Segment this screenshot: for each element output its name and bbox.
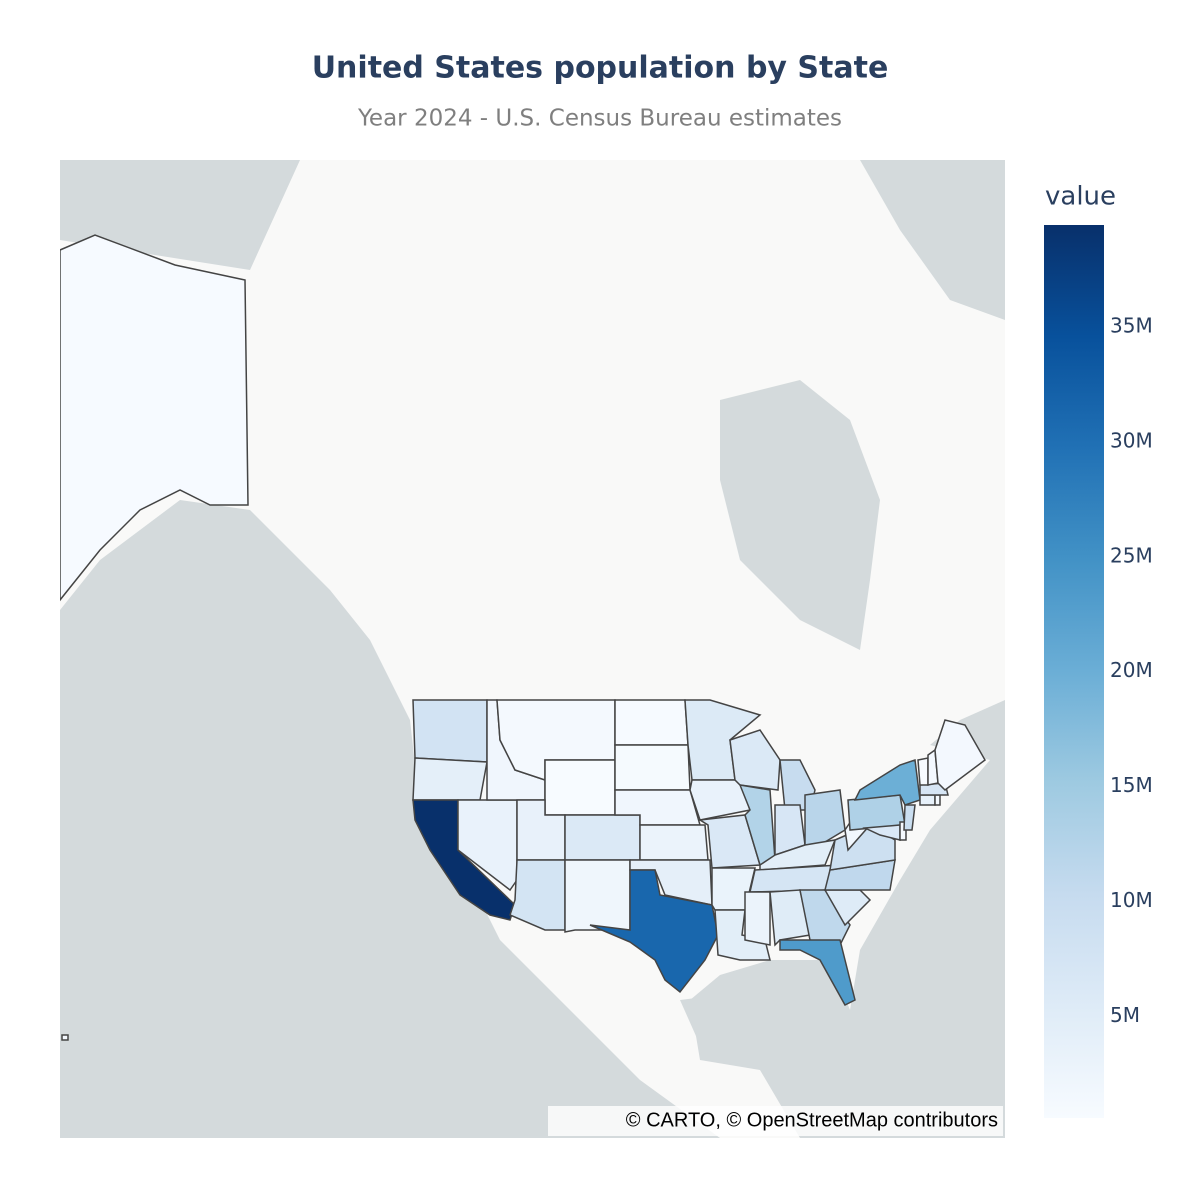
state <box>744 891 771 946</box>
state <box>804 789 846 846</box>
state <box>544 759 616 816</box>
attribution-box <box>548 1106 1003 1136</box>
map <box>60 160 1005 1138</box>
colorbar-title: value <box>1045 182 1116 212</box>
state <box>412 699 488 763</box>
colorbar-ticks: 5M 10M 15M 20M 25M 30M 35M <box>1110 313 1153 1027</box>
state <box>769 889 811 947</box>
hudson-bay <box>720 380 880 650</box>
state <box>934 794 941 806</box>
colorbar <box>1044 225 1104 1118</box>
state <box>917 757 929 786</box>
state <box>412 757 488 801</box>
state <box>903 804 916 831</box>
state <box>564 814 641 861</box>
state <box>61 1034 69 1041</box>
state <box>934 719 986 791</box>
state <box>919 794 936 806</box>
chart-subtitle: Year 2024 - U.S. Census Bureau estimates <box>357 106 842 132</box>
states <box>60 234 986 1041</box>
state <box>689 779 751 821</box>
state <box>779 939 856 1006</box>
attribution: © CARTO, © OpenStreetMap contributors <box>626 1109 998 1131</box>
state <box>589 869 719 994</box>
state <box>799 889 851 946</box>
state <box>60 234 249 602</box>
sea <box>860 160 1005 320</box>
gulf <box>680 990 800 1050</box>
colorbar-tick-label: 15M <box>1110 773 1153 797</box>
state <box>853 758 921 806</box>
colorbar-tick-label: 30M <box>1110 428 1153 452</box>
colorbar-tick-label: 25M <box>1110 543 1153 567</box>
state <box>697 814 761 869</box>
colorbar-tick-label: 10M <box>1110 888 1153 912</box>
colorbar-tick-label: 20M <box>1110 658 1153 682</box>
state <box>614 744 691 791</box>
chart-title: United States population by State <box>312 51 889 86</box>
colorbar-tick-label: 35M <box>1110 313 1153 337</box>
state <box>729 729 781 791</box>
state <box>639 824 709 861</box>
state <box>564 859 631 933</box>
state <box>614 699 689 746</box>
colorbar-tick-label: 5M <box>1110 1003 1140 1027</box>
